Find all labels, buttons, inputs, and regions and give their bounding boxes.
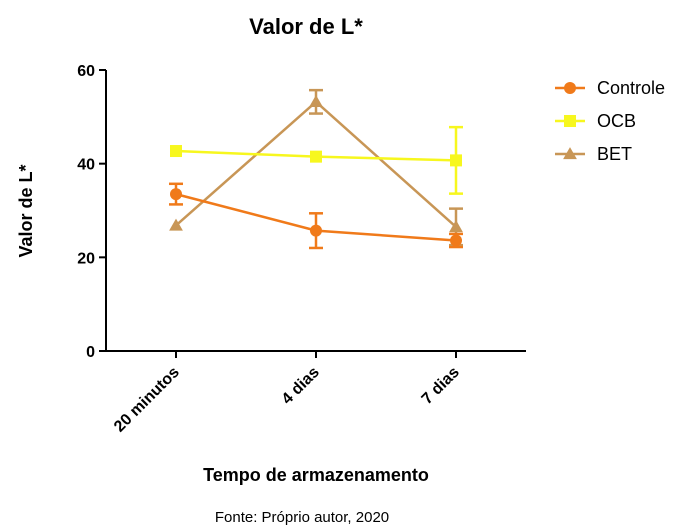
legend-marker bbox=[564, 82, 576, 94]
legend: Controle OCB BET bbox=[555, 78, 665, 164]
data-point bbox=[309, 94, 323, 108]
series-line bbox=[175, 100, 457, 228]
series-ocb bbox=[170, 125, 463, 195]
data-point bbox=[450, 154, 462, 167]
x-tick-label: 7 dias bbox=[419, 364, 463, 408]
y-axis-title: Valor de L* bbox=[16, 164, 36, 257]
legend-label: Controle bbox=[597, 78, 665, 98]
x-tick-label: 20 minutos bbox=[111, 364, 183, 436]
axes: 0 20 40 60 20 minutos 4 dias 7 dias bbox=[77, 63, 526, 436]
data-point bbox=[450, 234, 462, 247]
x-axis-title: Tempo de armazenamento bbox=[203, 465, 429, 485]
data-point bbox=[310, 224, 322, 237]
y-tick-label: 20 bbox=[77, 250, 95, 267]
series-controle bbox=[169, 182, 463, 250]
data-point bbox=[310, 150, 322, 163]
legend-label: OCB bbox=[597, 111, 636, 131]
data-point bbox=[169, 218, 183, 231]
y-tick-label: 40 bbox=[77, 157, 95, 174]
chart-title: Valor de L* bbox=[249, 14, 363, 39]
y-tick-label: 0 bbox=[86, 344, 95, 361]
data-point bbox=[449, 219, 463, 233]
y-tick-label: 60 bbox=[77, 63, 95, 80]
legend-entry-bet: BET bbox=[555, 144, 632, 164]
legend-marker bbox=[564, 115, 576, 127]
x-tick-label: 4 dias bbox=[279, 364, 323, 408]
legend-entry-controle: Controle bbox=[555, 78, 665, 98]
source-note: Fonte: Próprio autor, 2020 bbox=[215, 509, 389, 526]
series-layer bbox=[169, 88, 463, 250]
legend-label: BET bbox=[597, 144, 632, 164]
data-point bbox=[170, 188, 182, 201]
legend-marker bbox=[563, 147, 577, 160]
data-point bbox=[170, 145, 182, 158]
legend-entry-ocb: OCB bbox=[555, 111, 636, 131]
